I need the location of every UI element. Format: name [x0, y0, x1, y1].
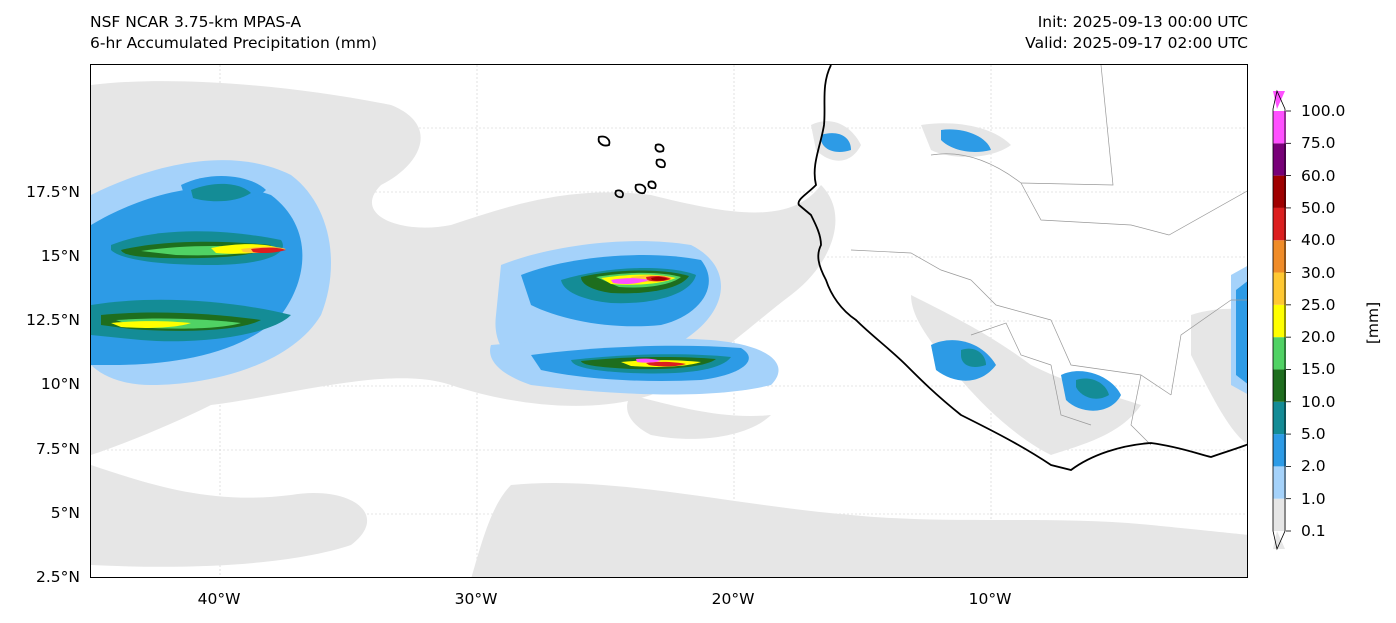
precipitation-map: [91, 65, 1247, 577]
lat-tick-12-5n: 12.5°N: [26, 311, 80, 329]
colorbar-bin-4: [1273, 369, 1286, 402]
lat-tick-7-5n: 7.5°N: [36, 440, 80, 458]
valid-time: Valid: 2025-09-17 02:00 UTC: [1025, 34, 1248, 52]
colorbar-bin-11: [1273, 143, 1286, 176]
coastline: [797, 65, 1247, 471]
lon-tick-30w: 30°W: [454, 590, 498, 608]
colorbar-bin-10: [1273, 175, 1286, 208]
colorbar-segments: [1273, 111, 1286, 531]
colorbar-bin-1: [1273, 466, 1286, 499]
colorbar-bin-3: [1273, 401, 1286, 435]
field-name: 6-hr Accumulated Precipitation (mm): [90, 34, 377, 52]
map-panel: [90, 64, 1248, 578]
valid-time-block: Init: 2025-09-13 00:00 UTC Valid: 2025-0…: [1025, 12, 1248, 54]
colorbar: [1272, 89, 1291, 551]
precip-100mm: [611, 278, 661, 363]
country-borders: [850, 65, 1247, 446]
lon-tick-20w: 20°W: [711, 590, 755, 608]
colorbar-bin-6: [1273, 304, 1286, 338]
model-name: NSF NCAR 3.75-km MPAS-A: [90, 13, 302, 31]
colorbar-level-label: 0.1: [1301, 522, 1326, 540]
lat-tick-2-5n: 2.5°N: [36, 568, 80, 586]
colorbar-unit-label: [mm]: [1364, 301, 1382, 345]
lat-tick-15n: 15°N: [40, 247, 80, 265]
colorbar-bin-8: [1273, 240, 1286, 273]
colorbar-bin-9: [1273, 207, 1286, 241]
colorbar-bin-7: [1273, 272, 1286, 305]
colorbar-level-label: 25.0: [1301, 295, 1336, 314]
lat-tick-10n: 10°N: [40, 375, 80, 393]
colorbar-outline: [1272, 89, 1286, 551]
colorbar-level-label: 100.0: [1301, 102, 1346, 120]
colorbar-level-label: 60.0: [1301, 166, 1336, 185]
colorbar-level-label: 5.0: [1301, 425, 1326, 444]
cape-verde-islands: [597, 135, 666, 199]
lat-tick-5n: 5°N: [50, 504, 80, 522]
precip-60mm: [651, 276, 668, 281]
init-time: Init: 2025-09-13 00:00 UTC: [1037, 13, 1248, 31]
colorbar-level-label: 1.0: [1301, 489, 1326, 508]
lat-tick-17-5n: 17.5°N: [26, 183, 80, 201]
colorbar-level-label: 50.0: [1301, 198, 1336, 217]
colorbar-bin-0: [1273, 498, 1286, 531]
colorbar-bin-12: [1273, 111, 1286, 144]
map-title: NSF NCAR 3.75-km MPAS-A 6-hr Accumulated…: [90, 12, 377, 54]
lon-tick-10w: 10°W: [968, 590, 1012, 608]
colorbar-level-label: 15.0: [1301, 360, 1336, 379]
colorbar-level-label: 75.0: [1301, 134, 1336, 153]
colorbar-level-label: 10.0: [1301, 392, 1336, 411]
lon-tick-40w: 40°W: [197, 590, 241, 608]
colorbar-bin-5: [1273, 337, 1286, 370]
colorbar-level-label: 20.0: [1301, 328, 1336, 347]
colorbar-level-label: 40.0: [1301, 231, 1336, 250]
colorbar-bin-2: [1273, 434, 1286, 467]
colorbar-level-label: 2.0: [1301, 457, 1326, 476]
colorbar-level-label: 30.0: [1301, 263, 1336, 282]
